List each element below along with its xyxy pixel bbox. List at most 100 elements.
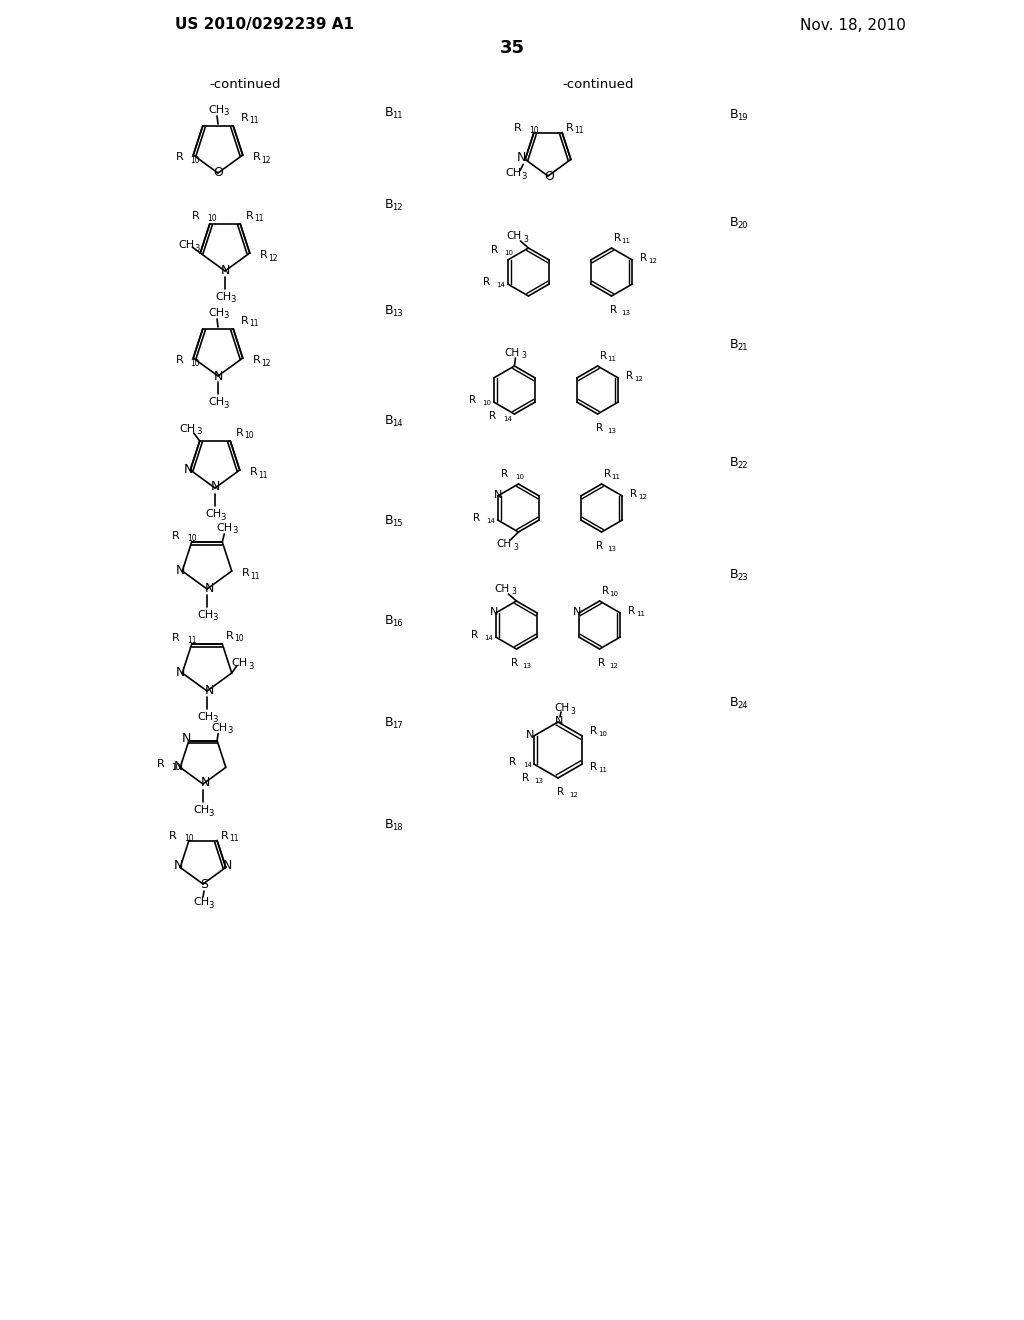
Text: 13: 13 <box>607 546 616 552</box>
Text: R: R <box>600 351 606 360</box>
Text: R: R <box>472 513 479 523</box>
Text: CH: CH <box>193 898 209 907</box>
Text: R: R <box>596 422 603 433</box>
Text: R: R <box>175 355 183 366</box>
Text: B: B <box>730 215 738 228</box>
Text: 12: 12 <box>392 203 402 213</box>
Text: 11: 11 <box>229 834 239 843</box>
Text: S: S <box>200 878 208 891</box>
Text: 12: 12 <box>638 494 647 500</box>
Text: R: R <box>175 152 183 162</box>
Text: 10: 10 <box>528 127 539 135</box>
Text: 3: 3 <box>521 351 526 360</box>
Text: R: R <box>631 488 638 499</box>
Text: B: B <box>730 569 738 582</box>
Text: B: B <box>385 817 393 830</box>
Text: 10: 10 <box>505 249 514 256</box>
Text: 3: 3 <box>521 172 527 181</box>
Text: CH: CH <box>216 523 232 533</box>
Text: R: R <box>603 469 610 479</box>
Text: 10: 10 <box>190 156 200 165</box>
Text: 15: 15 <box>392 519 402 528</box>
Text: 10: 10 <box>609 591 618 597</box>
Text: CH: CH <box>554 704 569 713</box>
Text: 11: 11 <box>607 356 616 362</box>
Text: 11: 11 <box>249 116 259 125</box>
Text: 10: 10 <box>598 731 607 737</box>
Text: R: R <box>242 315 249 326</box>
Text: N: N <box>201 776 210 789</box>
Text: CH: CH <box>208 308 224 318</box>
Text: 10: 10 <box>482 400 492 407</box>
Text: N: N <box>173 859 183 873</box>
Text: 20: 20 <box>737 220 748 230</box>
Text: 3: 3 <box>570 706 575 715</box>
Text: N: N <box>489 607 498 616</box>
Text: 35: 35 <box>500 40 524 57</box>
Text: B: B <box>730 338 738 351</box>
Text: 23: 23 <box>737 573 748 582</box>
Text: 13: 13 <box>522 663 531 669</box>
Text: 18: 18 <box>392 822 402 832</box>
Text: R: R <box>172 531 180 541</box>
Text: N: N <box>182 733 191 744</box>
Text: 11: 11 <box>622 238 631 244</box>
Text: R: R <box>172 634 180 643</box>
Text: -continued: -continued <box>209 78 281 91</box>
Text: R: R <box>470 630 477 640</box>
Text: N: N <box>175 564 185 577</box>
Text: 3: 3 <box>195 243 200 252</box>
Text: R: R <box>253 152 260 162</box>
Text: 11: 11 <box>392 111 402 120</box>
Text: 3: 3 <box>208 900 214 909</box>
Text: B: B <box>385 614 393 627</box>
Text: 11: 11 <box>574 127 584 135</box>
Text: 12: 12 <box>267 253 278 263</box>
Text: CH: CH <box>208 397 224 407</box>
Text: 3: 3 <box>212 715 218 725</box>
Text: R: R <box>482 277 489 286</box>
Text: 10: 10 <box>207 214 216 223</box>
Text: R: R <box>566 123 573 132</box>
Text: 10: 10 <box>184 834 194 843</box>
Text: 21: 21 <box>737 343 748 352</box>
Text: N: N <box>173 760 183 774</box>
Text: CH: CH <box>505 348 520 358</box>
Text: CH: CH <box>197 711 213 722</box>
Text: 10: 10 <box>186 535 197 544</box>
Text: CH: CH <box>178 240 195 249</box>
Text: N: N <box>223 859 232 873</box>
Text: 14: 14 <box>497 282 506 288</box>
Text: 3: 3 <box>523 235 527 243</box>
Text: R: R <box>250 467 257 477</box>
Text: 14: 14 <box>522 762 531 768</box>
Text: N: N <box>220 264 229 277</box>
Text: R: R <box>613 234 621 243</box>
Text: 12: 12 <box>261 359 270 367</box>
Text: CH: CH <box>505 169 521 178</box>
Text: R: R <box>247 211 254 220</box>
Text: R: R <box>489 411 497 421</box>
Text: 3: 3 <box>223 312 228 321</box>
Text: R: R <box>627 371 634 381</box>
Text: 14: 14 <box>486 517 496 524</box>
Text: 10: 10 <box>234 635 244 643</box>
Text: 11: 11 <box>186 636 197 645</box>
Text: 13: 13 <box>534 777 543 784</box>
Text: 3: 3 <box>230 296 236 305</box>
Text: 3: 3 <box>212 614 218 623</box>
Text: R: R <box>157 759 164 770</box>
Text: R: R <box>502 469 509 479</box>
Text: N: N <box>213 370 222 383</box>
Text: CH: CH <box>495 583 510 594</box>
Text: US 2010/0292239 A1: US 2010/0292239 A1 <box>175 17 354 33</box>
Text: 13: 13 <box>622 310 631 315</box>
Text: R: R <box>169 830 177 841</box>
Text: R: R <box>596 541 603 550</box>
Text: 11: 11 <box>636 611 645 616</box>
Text: Nov. 18, 2010: Nov. 18, 2010 <box>800 17 906 33</box>
Text: N: N <box>494 490 502 500</box>
Text: 14: 14 <box>504 416 512 422</box>
Text: B: B <box>385 513 393 527</box>
Text: R: R <box>237 428 244 438</box>
